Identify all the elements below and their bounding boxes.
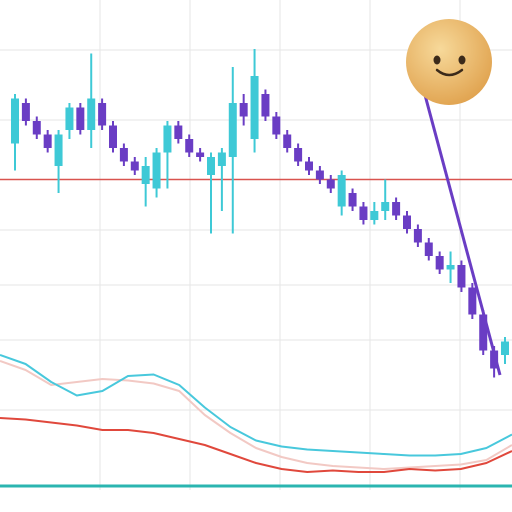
candle-body <box>359 206 368 220</box>
candle-body <box>305 161 313 171</box>
candle-body <box>381 202 390 211</box>
series-line <box>0 354 512 457</box>
candle-body <box>501 341 509 355</box>
candle-body <box>250 76 259 139</box>
pointer-line <box>423 94 502 376</box>
candle-body <box>272 116 281 135</box>
candle-body <box>54 134 63 166</box>
emoji-eye <box>433 55 441 65</box>
candle-body <box>294 148 303 162</box>
emoji-face <box>406 19 492 105</box>
series-line <box>0 417 512 473</box>
candle-body <box>163 125 172 153</box>
candle-body <box>315 170 324 180</box>
candle-body <box>228 103 237 157</box>
candle-body <box>207 157 215 175</box>
candle-body <box>413 229 422 243</box>
candle-body <box>403 215 411 229</box>
candle-body <box>283 134 292 148</box>
candle-body <box>119 148 128 162</box>
candle-body <box>174 125 183 139</box>
plot <box>0 49 512 473</box>
candle-body <box>490 350 499 369</box>
candle-body <box>152 152 161 189</box>
candle-body <box>130 161 139 171</box>
candle-body <box>435 256 444 270</box>
emoji <box>406 19 492 105</box>
candle-body <box>185 139 194 153</box>
candle-body <box>337 175 346 207</box>
candle-body <box>11 98 19 144</box>
candle-body <box>326 179 335 189</box>
emoji-eye <box>458 55 466 65</box>
candle-body <box>370 211 379 220</box>
emoji-smile <box>435 68 464 77</box>
candle-body <box>21 103 30 121</box>
series-line <box>0 360 512 470</box>
candle-body <box>392 202 401 216</box>
candle-body <box>261 94 270 117</box>
grid <box>0 0 512 490</box>
candle-body <box>65 107 74 130</box>
candle-body <box>98 103 107 126</box>
candle-body <box>217 152 226 166</box>
candle-body <box>87 98 96 130</box>
candle-body <box>457 265 466 288</box>
candle-body <box>141 166 150 184</box>
candle-body <box>76 107 85 130</box>
candle-body <box>424 242 433 256</box>
candle-body <box>468 287 477 315</box>
candle-body <box>43 134 52 148</box>
candle-body <box>446 265 455 270</box>
candle-body <box>196 152 205 157</box>
candle-body <box>479 314 488 351</box>
candle-body <box>239 103 248 117</box>
candle-body <box>32 121 41 135</box>
candle-body <box>109 125 117 148</box>
candle-body <box>348 193 357 207</box>
